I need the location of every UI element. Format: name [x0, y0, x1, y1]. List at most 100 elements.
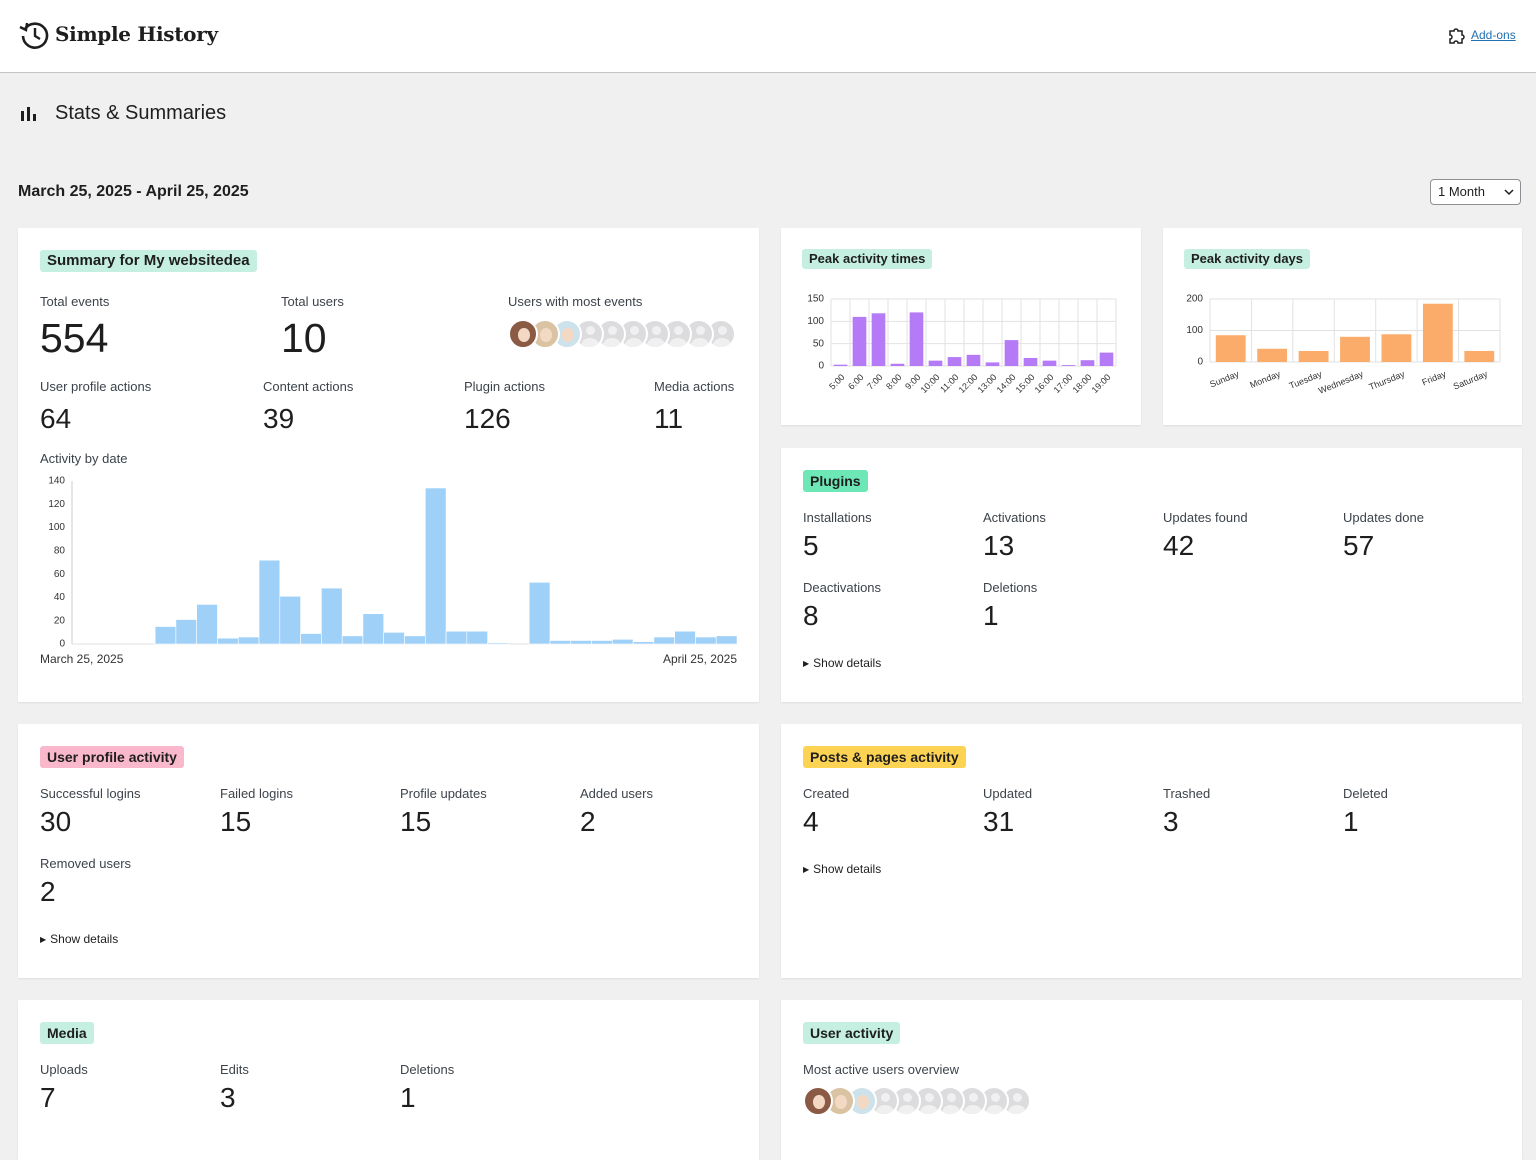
bar — [383, 632, 405, 645]
bar — [871, 313, 886, 366]
bar — [217, 637, 239, 645]
x-tick-label: 12:00 — [957, 372, 980, 395]
avatar-body — [986, 1104, 1004, 1114]
stat-value: 10 — [281, 315, 327, 361]
show-details[interactable]: Show details — [40, 932, 118, 946]
stat-value: 1 — [400, 1082, 416, 1113]
y-tick-label: 50 — [813, 338, 825, 349]
bar — [258, 559, 281, 645]
stat-label: Added users — [580, 786, 653, 801]
badge: Summary for My websitedea — [40, 250, 257, 272]
header: Simple History Add-ons — [0, 0, 1536, 73]
stat: Installations 5 — [803, 509, 983, 562]
y-tick-label: 80 — [54, 545, 66, 556]
bar — [612, 639, 634, 645]
show-details[interactable]: Show details — [803, 656, 881, 670]
bar — [1340, 336, 1370, 362]
avatar-face — [813, 1094, 826, 1109]
date-range: March 25, 2025 - April 25, 2025 — [18, 183, 249, 200]
bar — [1257, 348, 1288, 362]
bar — [947, 357, 962, 366]
badge: User profile activity — [40, 746, 184, 768]
stat-label: Deletions — [983, 580, 1038, 595]
stat-label: Activations — [983, 510, 1046, 525]
avatar-face — [540, 327, 553, 342]
stat-label: Deleted — [1343, 786, 1388, 801]
bar — [1042, 360, 1057, 366]
subtitle: Most active users overview — [803, 1062, 960, 1077]
avatar-head — [946, 1093, 956, 1103]
stat: Successful logins 30 — [40, 785, 220, 838]
bar — [674, 630, 696, 645]
stat-label: Trashed — [1163, 786, 1211, 801]
stat-label: Profile updates — [400, 786, 487, 801]
stat: Deletions 1 — [400, 1061, 580, 1114]
stat-value: 3 — [220, 1082, 236, 1113]
logo: Simple History — [55, 22, 218, 46]
period-select-value: 1 Month — [1438, 184, 1485, 199]
stat-value: 554 — [40, 315, 109, 361]
y-tick-label: 0 — [1197, 357, 1203, 368]
stat-value: 64 — [40, 403, 72, 434]
stat-label: Updates found — [1163, 510, 1248, 525]
stat-value: 57 — [1343, 530, 1375, 561]
page: Simple History – Stats & Summaries { "he… — [0, 0, 1536, 1132]
bar — [928, 360, 943, 366]
stats-grid: Successful logins 30 Failed logins 15 Profil… — [40, 785, 737, 908]
y-tick-label: 200 — [1186, 294, 1203, 305]
addons-link[interactable]: Add-ons — [1471, 28, 1516, 42]
avatar-body — [713, 337, 731, 347]
x-tick-label: 8:00 — [884, 372, 903, 391]
card: Posts & pages activity Created 4 Updated 31 T… — [781, 724, 1522, 978]
avatar-row — [803, 1086, 1500, 1116]
avatar-body — [898, 1104, 916, 1114]
stat-label: Deletions — [400, 1062, 455, 1077]
card: Plugins Installations 5 Activations 13 Update… — [781, 448, 1522, 702]
stat: Failed logins 15 — [220, 785, 400, 838]
x-tick-label: 17:00 — [1052, 372, 1075, 395]
show-details[interactable]: Show details — [803, 862, 881, 876]
x-tick-label: 5:00 — [827, 372, 846, 391]
stat-label: Created — [803, 786, 850, 801]
avatar-body — [920, 1104, 938, 1114]
bar — [424, 487, 447, 645]
stat-label: Updated — [983, 786, 1033, 801]
card: User activity Most active users overview — [781, 1000, 1522, 1160]
avatar-head — [651, 326, 661, 336]
stat: Edits 3 — [220, 1061, 400, 1114]
stat-label: Updates done — [1343, 510, 1424, 525]
period-select[interactable]: 1 Month — [1430, 179, 1521, 205]
stat-label: Edits — [220, 1062, 249, 1077]
bar — [404, 635, 426, 645]
avatar-head — [673, 326, 683, 336]
x-tick-label: 10:00 — [919, 372, 942, 395]
x-tick-label: 7:00 — [865, 372, 884, 391]
addons-icon — [1449, 28, 1465, 44]
badge: Peak activity days — [1184, 249, 1311, 269]
stat-value: 2 — [40, 876, 56, 907]
stats-grid: Created 4 Updated 31 Trashed 3 Deleted 1 — [803, 785, 1500, 838]
stat-label: Uploads — [40, 1062, 88, 1077]
bar — [570, 640, 592, 645]
stat-value: 42 — [1163, 530, 1195, 561]
avatar-body — [669, 337, 687, 347]
stat-value: 39 — [263, 403, 295, 434]
x-tick-label: Friday — [1421, 369, 1448, 388]
x-tick-label: Sunday — [1208, 369, 1241, 390]
bar — [985, 362, 1000, 366]
x-tick-label: 14:00 — [995, 372, 1018, 395]
avatar — [957, 1086, 987, 1116]
bar — [154, 626, 177, 645]
bar — [528, 581, 551, 645]
stat: Added users 2 — [580, 785, 760, 838]
y-tick-label: 120 — [48, 499, 65, 510]
stat-label: Deactivations — [803, 580, 882, 595]
avatar-head — [902, 1093, 912, 1103]
y-tick-label: 40 — [54, 592, 66, 603]
y-tick-label: 100 — [48, 522, 65, 533]
x-tick-label: 6:00 — [846, 372, 865, 391]
bar — [237, 636, 260, 645]
summary-card: Summary for My websitedea Total events 5… — [18, 228, 759, 702]
stat: Profile updates 15 — [400, 785, 580, 838]
bar — [1215, 335, 1246, 362]
